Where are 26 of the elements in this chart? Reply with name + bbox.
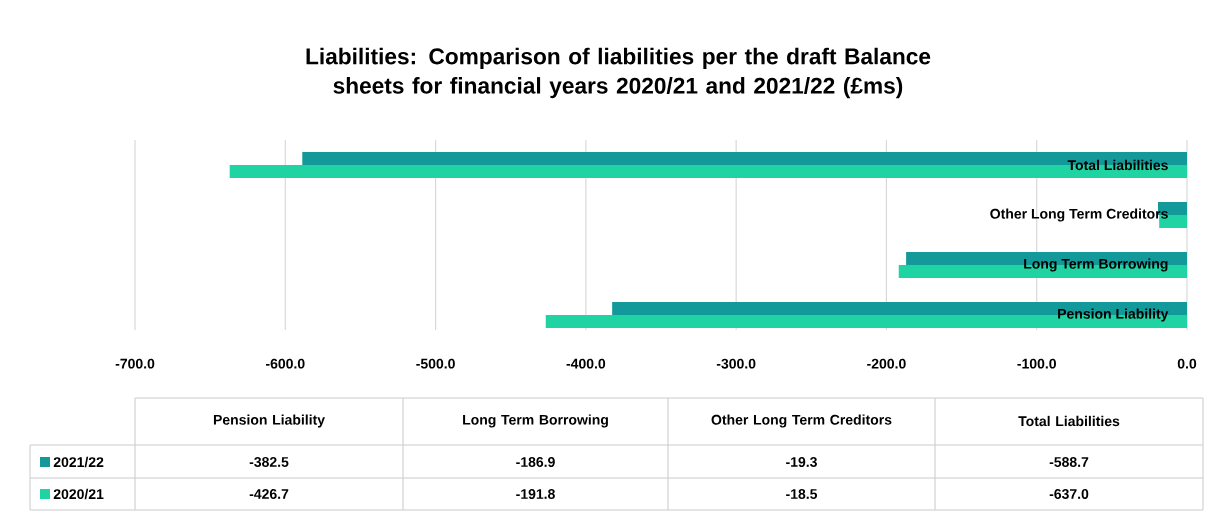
x-tick-label: -200.0 xyxy=(867,358,906,369)
x-tick-label: -100.0 xyxy=(1017,358,1056,369)
category-label: Long Term Borrowing xyxy=(463,414,608,428)
x-tick-label: 0.0 xyxy=(1177,358,1197,369)
x-tick-label: -700.0 xyxy=(115,358,155,369)
y-tick-label: Pension Liability xyxy=(1058,308,1169,322)
text: -588.7 xyxy=(1049,457,1089,467)
x-tick-label: -600.0 xyxy=(265,358,305,369)
text: -382.5 xyxy=(249,457,289,467)
y-tick-label: Total Liabilities xyxy=(1067,159,1168,171)
text: -19.3 xyxy=(786,457,817,467)
chart-title: Liabilities: Comparison of liabilities per the draft Balance sheets for financial years 2020/21 and 2021/22 (£ms) xyxy=(306,47,931,99)
text: -18.5 xyxy=(786,489,818,499)
category-label: Other Long Term Creditors xyxy=(711,414,892,428)
x-tick-label: -300.0 xyxy=(716,358,756,369)
text: -637.0 xyxy=(1049,489,1089,499)
legend-label: 2020/21 xyxy=(53,488,104,500)
category-label: Total Liabilities xyxy=(1018,415,1120,427)
text: -191.8 xyxy=(516,489,555,499)
y-tick-label: Long Term Borrowing xyxy=(1024,258,1168,272)
legend-label: 2021/22 xyxy=(53,456,104,468)
text: -186.9 xyxy=(516,457,555,467)
x-tick-label: -500.0 xyxy=(416,358,455,369)
x-tick-label: -400.0 xyxy=(566,358,606,369)
text: -426.7 xyxy=(249,489,289,499)
category-label: Pension Liability xyxy=(213,414,325,428)
